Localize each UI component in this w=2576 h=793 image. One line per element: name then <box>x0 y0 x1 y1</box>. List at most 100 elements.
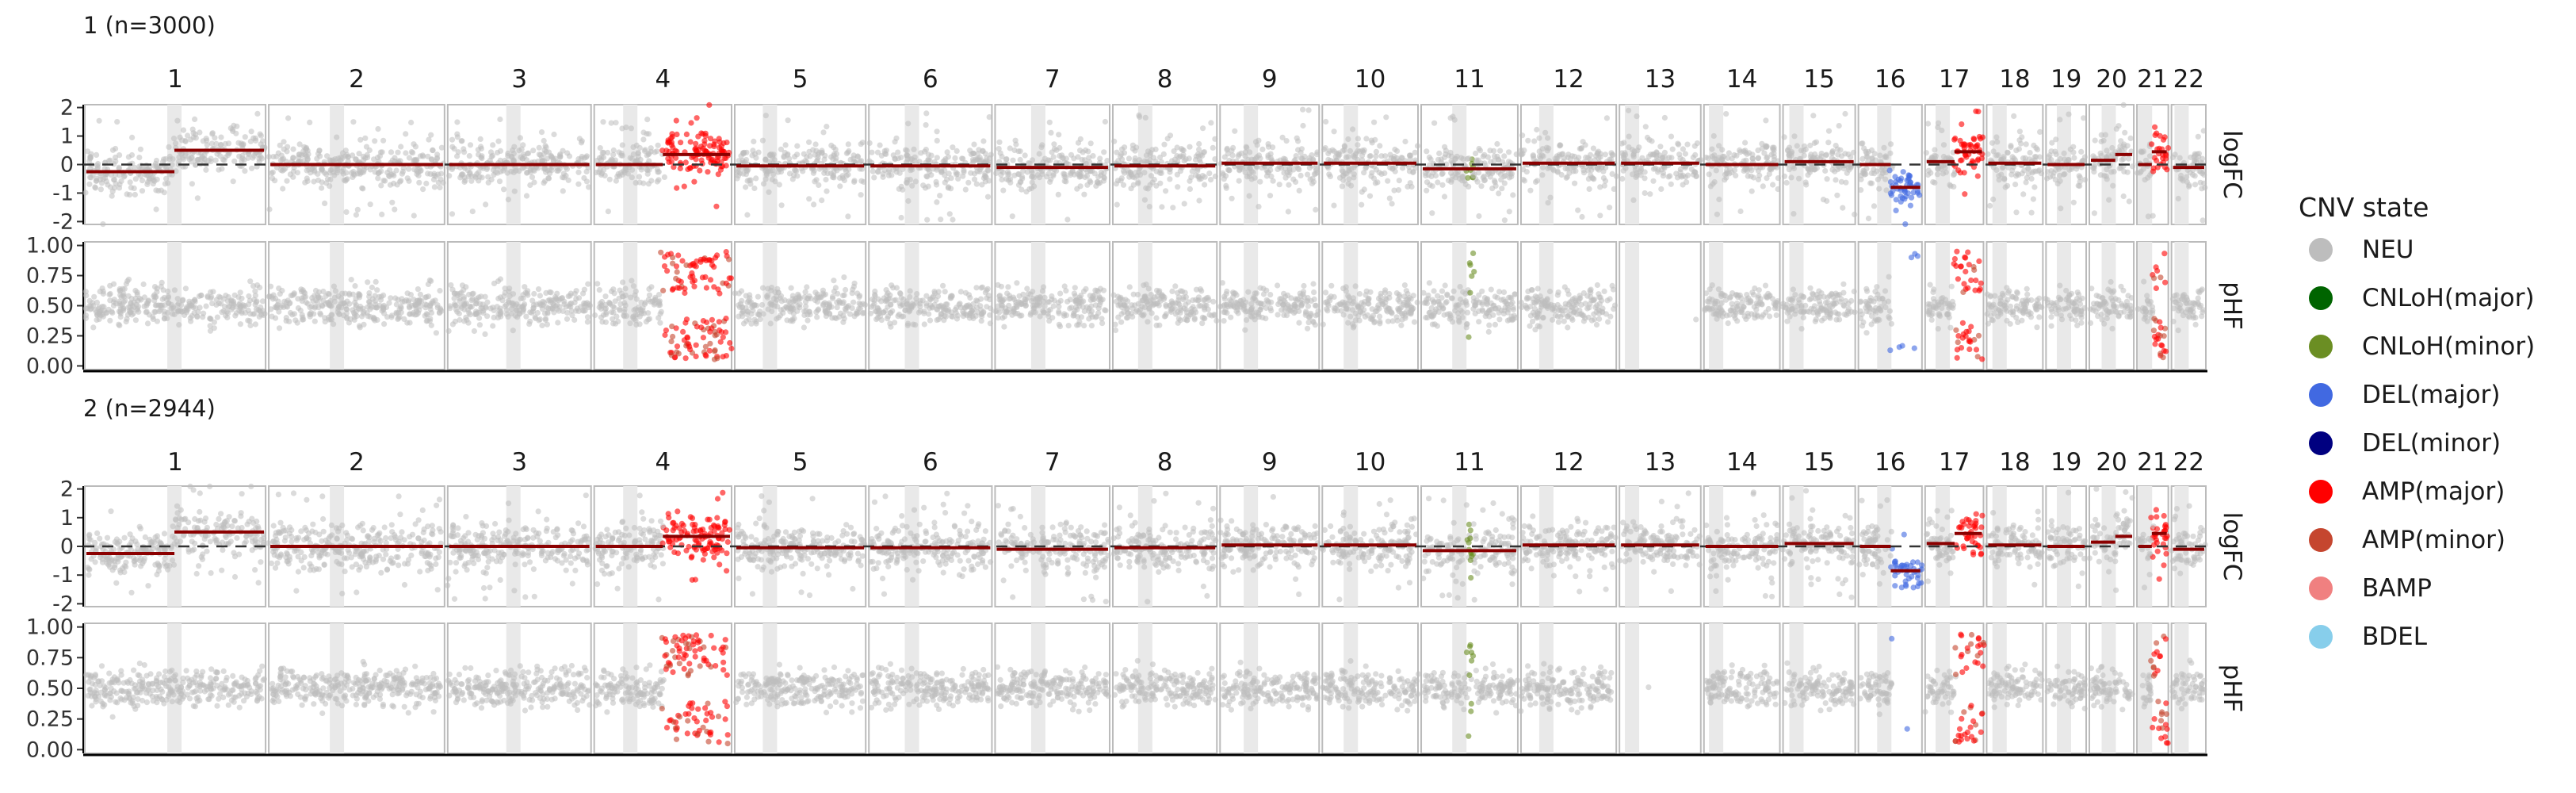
data-point <box>82 289 89 295</box>
data-point <box>575 169 582 175</box>
data-point <box>596 287 602 293</box>
y-tick-label: 0.00 <box>26 354 74 378</box>
data-point <box>1540 164 1546 170</box>
data-point <box>351 314 357 320</box>
data-point <box>107 297 113 304</box>
data-point <box>378 182 384 189</box>
data-point <box>784 317 790 324</box>
data-point <box>1149 179 1156 186</box>
data-point <box>676 285 682 291</box>
data-point <box>1967 141 1974 148</box>
data-point <box>2126 198 2132 205</box>
data-point <box>210 289 216 295</box>
data-point <box>469 209 476 215</box>
data-point <box>348 277 354 283</box>
data-point <box>1760 183 1766 190</box>
data-point <box>2062 170 2068 178</box>
data-point <box>1313 206 1319 213</box>
data-point <box>675 252 682 259</box>
data-point <box>331 283 337 289</box>
data-point <box>1275 166 1281 172</box>
chromosome-label-17: 17 <box>1939 65 1970 94</box>
data-point <box>1450 173 1456 179</box>
data-point <box>357 136 364 143</box>
data-point <box>117 152 123 159</box>
data-point <box>1300 122 1306 129</box>
data-point <box>2071 155 2077 161</box>
data-point <box>162 181 168 187</box>
data-point <box>655 177 662 183</box>
data-point <box>2061 150 2067 156</box>
data-point <box>2020 155 2027 162</box>
data-point <box>1721 153 1727 159</box>
data-point <box>1201 149 1208 155</box>
data-point <box>1015 182 1022 188</box>
data-point <box>420 186 426 193</box>
data-point <box>565 177 571 183</box>
data-point <box>117 314 124 320</box>
data-point <box>824 124 830 130</box>
data-point <box>268 306 274 312</box>
data-point <box>1371 119 1378 125</box>
data-point <box>154 176 160 182</box>
data-point <box>334 308 341 315</box>
data-point <box>161 190 167 196</box>
data-point <box>1059 155 1065 161</box>
data-point <box>483 201 489 208</box>
data-point <box>656 300 663 307</box>
data-point <box>354 206 361 213</box>
data-point <box>850 299 857 305</box>
data-point <box>1377 143 1383 149</box>
data-point <box>1506 149 1512 155</box>
data-point <box>1868 170 1875 176</box>
chromosome-label-2: 2 <box>349 65 365 94</box>
data-point <box>1206 170 1213 177</box>
data-point <box>814 314 820 320</box>
data-point <box>1284 170 1290 176</box>
data-point <box>276 325 283 331</box>
y-tick-label: 2 <box>60 96 74 121</box>
data-point <box>1300 106 1306 113</box>
data-point <box>192 162 199 168</box>
data-point <box>613 120 619 126</box>
data-point <box>242 168 248 174</box>
data-point <box>765 306 771 312</box>
data-point <box>1265 169 1272 176</box>
data-point <box>1295 165 1301 171</box>
data-point <box>327 170 333 176</box>
data-point <box>269 175 276 182</box>
data-point <box>518 146 525 152</box>
data-point <box>340 166 346 172</box>
data-point <box>242 303 248 309</box>
data-point <box>425 293 432 300</box>
data-point <box>655 315 662 321</box>
data-point <box>1691 143 1698 149</box>
data-point <box>1710 132 1717 140</box>
data-point <box>1210 144 1216 151</box>
data-point <box>2124 143 2131 149</box>
data-point <box>1180 151 1187 158</box>
data-point <box>1781 173 1787 179</box>
data-point <box>485 174 491 180</box>
data-point <box>1578 146 1584 152</box>
data-point <box>393 301 399 308</box>
data-point <box>543 144 549 151</box>
data-point <box>204 142 210 148</box>
y-tick-label: 1.00 <box>26 234 74 259</box>
data-point <box>636 174 643 180</box>
data-point <box>1229 195 1235 201</box>
data-point <box>162 155 169 163</box>
data-point <box>1232 128 1238 134</box>
data-point <box>1132 174 1138 181</box>
data-point <box>635 149 641 156</box>
data-point <box>2058 205 2064 212</box>
data-point <box>1667 173 1673 179</box>
data-point <box>428 322 434 328</box>
data-point <box>686 343 693 350</box>
data-point <box>668 339 675 345</box>
data-point <box>208 155 214 162</box>
data-point <box>1101 149 1107 155</box>
data-point <box>185 132 191 139</box>
data-point <box>564 316 571 322</box>
data-point <box>1993 152 2000 159</box>
